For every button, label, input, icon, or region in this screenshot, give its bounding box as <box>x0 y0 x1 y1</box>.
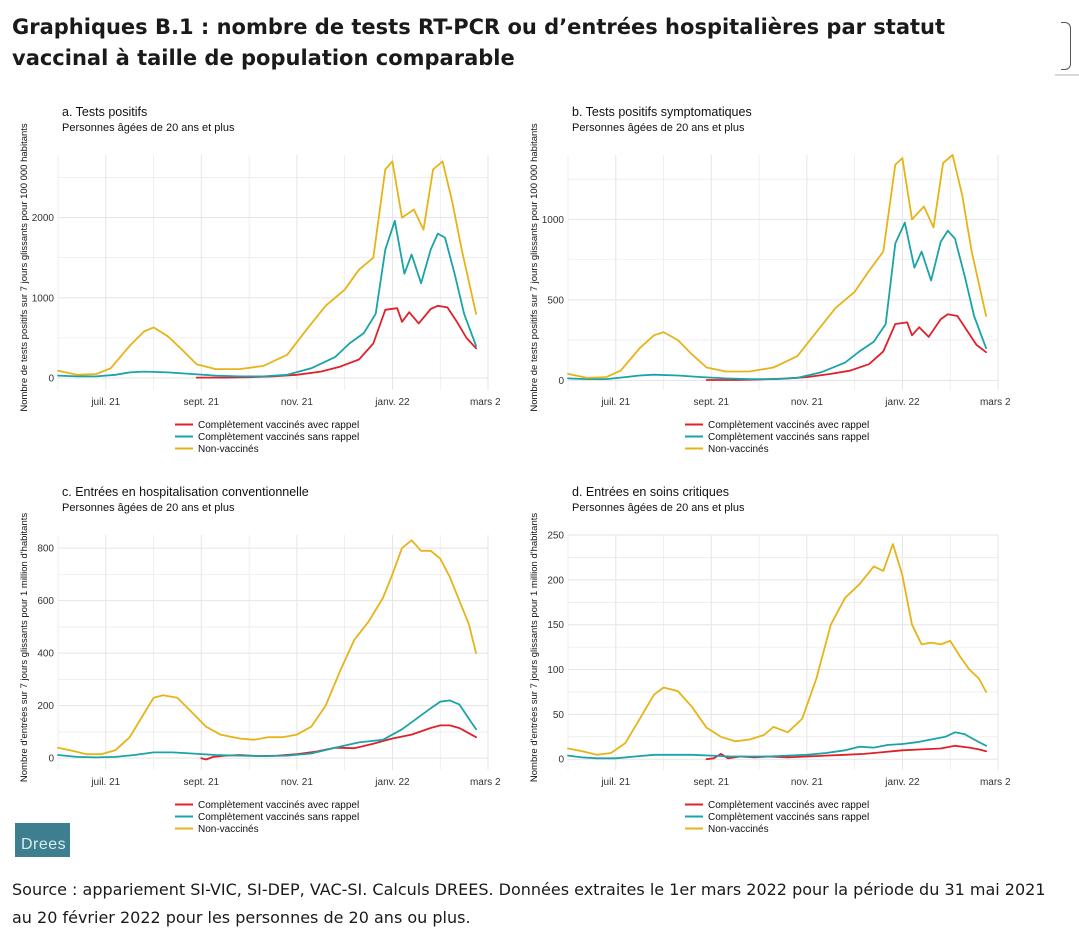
x-tick-label: janv. 22 <box>884 777 920 788</box>
x-tick-label: janv. 22 <box>374 777 410 788</box>
y-tick-label: 600 <box>37 596 54 607</box>
series-line-rappel <box>705 313 987 381</box>
chart-subtitle: Personnes âgées de 20 ans et plus <box>572 122 745 134</box>
chart-panel-a: a. Tests positifs Personnes âgées de 20 a… <box>10 100 500 470</box>
chart-subtitle: Personnes âgées de 20 ans et plus <box>572 502 745 514</box>
x-tick-label: mars 22 <box>470 777 500 788</box>
series-line-sans-rappel <box>567 731 987 760</box>
chart-title: c. Entrées en hospitalisation convention… <box>62 485 309 499</box>
legend-label: Complètement vaccinés sans rappel <box>198 812 359 823</box>
series-line-non-vaccines <box>57 160 477 376</box>
y-tick-label: 100 <box>547 665 564 676</box>
drees-logo: Drees <box>15 823 70 857</box>
y-tick-label: 0 <box>558 755 564 766</box>
series-line-sans-rappel <box>57 699 477 759</box>
y-tick-label: 1000 <box>32 293 55 304</box>
document-title: Graphiques B.1 : nombre de tests RT-PCR … <box>12 15 946 70</box>
x-tick-label: mars 22 <box>470 397 500 408</box>
y-axis-label: Nombre d'entrées sur 7 jours glissants p… <box>529 513 540 782</box>
legend-label: Complètement vaccinés avec rappel <box>198 420 359 431</box>
y-tick-label: 400 <box>37 649 54 660</box>
page-divider <box>1055 74 1079 76</box>
y-tick-label: 0 <box>48 373 54 384</box>
y-tick-label: 800 <box>37 544 54 555</box>
y-tick-label: 200 <box>547 575 564 586</box>
chart-title: d. Entrées en soins critiques <box>572 485 729 499</box>
x-tick-label: juil. 21 <box>600 397 630 408</box>
y-tick-label: 200 <box>37 701 54 712</box>
x-tick-label: nov. 21 <box>281 777 313 788</box>
y-tick-label: 0 <box>558 376 564 387</box>
chart-title: b. Tests positifs symptomatiques <box>572 105 752 119</box>
chart-panel-c: c. Entrées en hospitalisation convention… <box>10 480 500 850</box>
legend-label: Non-vaccinés <box>198 444 259 455</box>
legend-label: Complètement vaccinés sans rappel <box>708 812 869 823</box>
chart-svg: b. Tests positifs symptomatiques Personne… <box>529 105 1010 455</box>
chart-subtitle: Personnes âgées de 20 ans et plus <box>62 502 235 514</box>
series-line-rappel <box>705 744 987 761</box>
chart-svg: a. Tests positifs Personnes âgées de 20 a… <box>19 105 500 455</box>
series-line-non-vaccines <box>567 543 987 756</box>
legend-label: Complètement vaccinés sans rappel <box>198 432 359 443</box>
source-note: Source : appariement SI-VIC, SI-DEP, VAC… <box>12 880 1046 927</box>
x-tick-label: nov. 21 <box>791 777 823 788</box>
x-tick-label: juil. 21 <box>90 397 120 408</box>
series-line-rappel <box>200 724 477 761</box>
x-tick-label: nov. 21 <box>791 397 823 408</box>
legend-label: Complètement vaccinés avec rappel <box>198 800 359 811</box>
legend-label: Complètement vaccinés avec rappel <box>708 800 869 811</box>
x-tick-label: sept. 21 <box>184 397 220 408</box>
x-tick-label: mars 22 <box>980 777 1010 788</box>
chart-subtitle: Personnes âgées de 20 ans et plus <box>62 122 235 134</box>
x-tick-label: janv. 22 <box>884 397 920 408</box>
x-tick-label: juil. 21 <box>600 777 630 788</box>
x-tick-label: sept. 21 <box>184 777 220 788</box>
y-tick-label: 2000 <box>32 213 55 224</box>
series-line-sans-rappel <box>567 221 987 380</box>
y-tick-label: 50 <box>553 710 565 721</box>
y-tick-label: 250 <box>547 531 564 542</box>
x-tick-label: sept. 21 <box>694 397 730 408</box>
legend-label: Non-vaccinés <box>708 824 769 835</box>
series-line-non-vaccines <box>57 539 477 756</box>
legend-label: Non-vaccinés <box>198 824 259 835</box>
legend-label: Non-vaccinés <box>708 444 769 455</box>
y-tick-label: 500 <box>547 295 564 306</box>
logo-text: Drees <box>21 836 67 853</box>
chart-svg: d. Entrées en soins critiques Personnes â… <box>529 485 1010 835</box>
series-line-non-vaccines <box>567 154 987 379</box>
x-tick-label: juil. 21 <box>90 777 120 788</box>
series-line-sans-rappel <box>57 219 477 378</box>
chart-panel-b: b. Tests positifs symptomatiques Personne… <box>520 100 1010 470</box>
chart-title: a. Tests positifs <box>62 105 147 119</box>
x-tick-label: sept. 21 <box>694 777 730 788</box>
y-axis-label: Nombre de tests positifs sur 7 jours gli… <box>19 123 30 412</box>
x-tick-label: janv. 22 <box>374 397 410 408</box>
y-tick-label: 1000 <box>542 215 565 226</box>
scroll-handle[interactable] <box>1061 22 1071 70</box>
legend-label: Complètement vaccinés sans rappel <box>708 432 869 443</box>
y-tick-label: 150 <box>547 620 564 631</box>
legend-label: Complètement vaccinés avec rappel <box>708 420 869 431</box>
y-axis-label: Nombre de tests positifs sur 7 jours gli… <box>529 123 540 412</box>
series-line-rappel <box>195 304 477 379</box>
y-tick-label: 0 <box>48 754 54 765</box>
chart-panel-d: d. Entrées en soins critiques Personnes â… <box>520 480 1010 850</box>
y-axis-label: Nombre d'entrées sur 7 jours glissants p… <box>19 513 30 782</box>
x-tick-label: nov. 21 <box>281 397 313 408</box>
x-tick-label: mars 22 <box>980 397 1010 408</box>
chart-svg: c. Entrées en hospitalisation convention… <box>19 485 500 835</box>
